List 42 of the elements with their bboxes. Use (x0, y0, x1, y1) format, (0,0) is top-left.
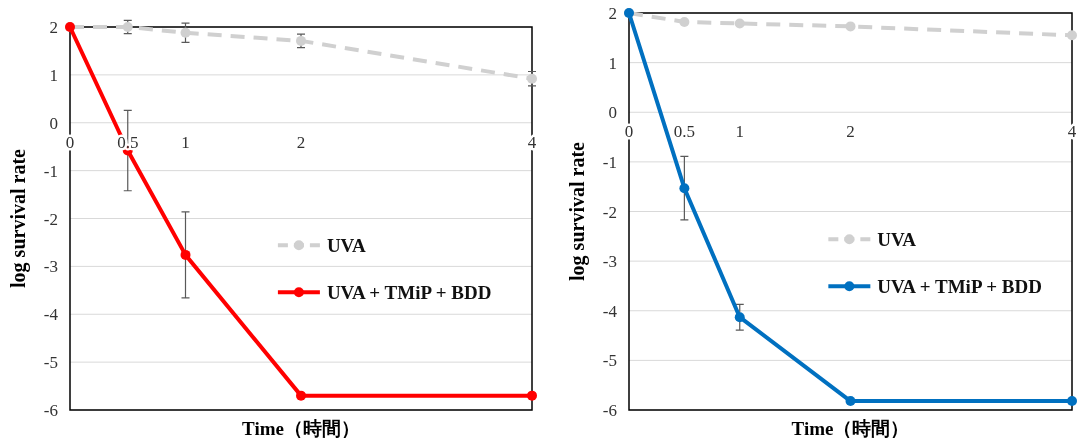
point (845, 21, 856, 32)
legend-label: UVA (877, 229, 917, 251)
y-tick-label: -4 (43, 305, 59, 325)
y-tick-label: -1 (43, 161, 58, 181)
point (296, 390, 306, 401)
y-tick-label: 0 (608, 103, 617, 123)
y-tick-label: 1 (49, 65, 58, 85)
x-axis-title: Time（時間） (242, 418, 360, 438)
y-tick-label: 1 (608, 53, 617, 73)
point (1067, 30, 1077, 41)
y-tick-label: -6 (43, 401, 58, 420)
y-tick-label: -5 (602, 351, 617, 371)
x-tick-label: 0.5 (673, 122, 695, 142)
legend-label: UVA + TMiP + BDD (877, 276, 1042, 298)
x-tick-label: 2 (846, 122, 855, 142)
y-tick-label: -3 (43, 257, 58, 277)
point (679, 183, 690, 194)
y-axis-title: log survival rate (566, 141, 589, 281)
y-tick-label: -2 (602, 202, 617, 222)
point (1067, 396, 1077, 407)
point (734, 312, 745, 323)
legend-label: UVA (326, 235, 366, 257)
y-tick-label: 2 (608, 4, 617, 23)
y-tick-label: 2 (49, 18, 58, 37)
y-tick-label: -4 (602, 301, 618, 321)
legend-label: UVA + TMiP + BDD (326, 282, 492, 304)
point (180, 27, 191, 38)
point (180, 249, 191, 260)
point (527, 390, 537, 401)
y-tick-label: -2 (43, 209, 58, 229)
y-tick-label: -3 (602, 252, 617, 272)
y-axis-title: log survival rate (7, 148, 30, 288)
point (845, 396, 856, 407)
y-tick-label: -5 (43, 353, 58, 373)
x-tick-label: 2 (296, 132, 306, 152)
y-tick-label: -6 (602, 401, 617, 420)
x-tick-label: 1 (181, 132, 190, 152)
y-tick-label: -1 (602, 152, 617, 172)
x-tick-label: 1 (735, 122, 744, 142)
point (734, 18, 745, 29)
point (679, 16, 690, 27)
x-axis-title: Time（時間） (791, 418, 910, 438)
